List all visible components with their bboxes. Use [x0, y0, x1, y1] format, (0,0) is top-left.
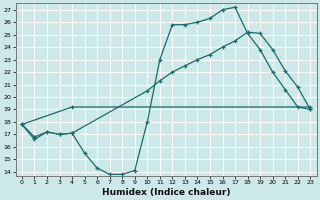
X-axis label: Humidex (Indice chaleur): Humidex (Indice chaleur)	[102, 188, 230, 197]
